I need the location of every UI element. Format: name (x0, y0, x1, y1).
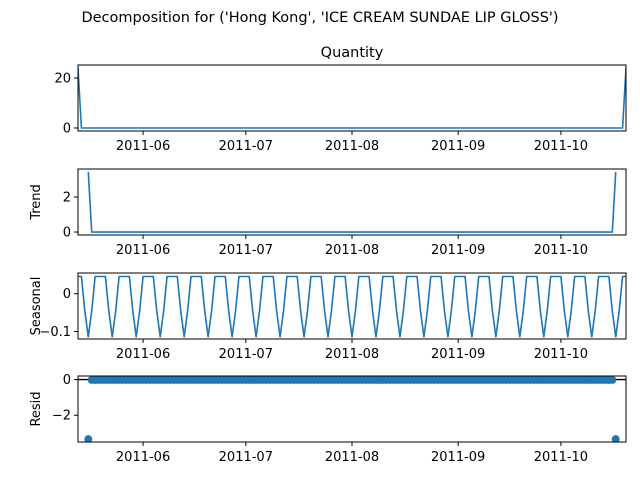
axes-frame (77, 272, 627, 340)
plot-area (78, 376, 626, 442)
x-tick-label: 2011-08 (325, 347, 379, 362)
figure-suptitle: Decomposition for ('Hong Kong', 'ICE CRE… (81, 10, 558, 26)
plot-area (78, 67, 626, 129)
panel-3: 2011-06 2011-07 2011-08 2011-09 2011-10 −0.1 0… (29, 272, 627, 362)
x-tick-label: 2011-07 (219, 243, 273, 258)
y-tick-label: 0 (63, 226, 71, 241)
x-tick-label: 2011-08 (325, 139, 379, 154)
y-tick-label: 0 (63, 122, 71, 137)
x-tick-label: 2011-07 (219, 347, 273, 362)
y-tick-label: 0 (63, 287, 71, 302)
plot-area (87, 171, 617, 233)
x-tick-label: 2011-10 (534, 139, 588, 154)
y-tick-label: −2 (52, 409, 71, 424)
axes-frame (77, 64, 627, 132)
y-axis-label: Resid (29, 391, 44, 426)
y-axis-label: Trend (29, 184, 44, 221)
x-tick-label: 2011-09 (431, 139, 485, 154)
panel-1: 2011-06 2011-07 2011-08 2011-09 2011-10 0 20 Qu… (54, 45, 627, 154)
axes-frame (77, 168, 627, 236)
resid-outlier-point (611, 435, 620, 442)
panel-title: Quantity (321, 45, 384, 61)
panel-2: 2011-06 2011-07 2011-08 2011-09 2011-10 0 2 Tre… (29, 168, 627, 258)
x-tick-label: 2011-08 (325, 450, 379, 465)
axes-frame (77, 375, 627, 443)
x-tick-label: 2011-10 (534, 243, 588, 258)
panel-4: 2011-06 2011-07 2011-08 2011-09 2011-10 −2 0 Re… (29, 373, 627, 465)
x-tick-label: 2011-06 (116, 347, 170, 362)
y-axis-label: Seasonal (29, 277, 44, 336)
x-tick-label: 2011-10 (534, 450, 588, 465)
resid-point (608, 376, 617, 384)
x-tick-label: 2011-09 (431, 243, 485, 258)
x-tick-label: 2011-07 (219, 450, 273, 465)
series-line (87, 171, 617, 233)
x-tick-label: 2011-06 (116, 243, 170, 258)
x-tick-label: 2011-06 (116, 139, 170, 154)
series-line (78, 67, 626, 129)
x-tick-label: 2011-10 (534, 347, 588, 362)
x-tick-label: 2011-09 (431, 347, 485, 362)
plot-area (78, 275, 626, 338)
seasonal-line (78, 275, 626, 338)
y-tick-label: 2 (63, 191, 71, 206)
x-tick-label: 2011-06 (116, 450, 170, 465)
y-tick-label: 20 (54, 72, 71, 87)
y-tick-label: 0 (63, 373, 71, 388)
y-tick-label: −0.1 (39, 325, 71, 340)
resid-outlier-point (84, 435, 93, 442)
x-tick-label: 2011-08 (325, 243, 379, 258)
x-tick-label: 2011-09 (431, 450, 485, 465)
x-tick-label: 2011-07 (219, 139, 273, 154)
